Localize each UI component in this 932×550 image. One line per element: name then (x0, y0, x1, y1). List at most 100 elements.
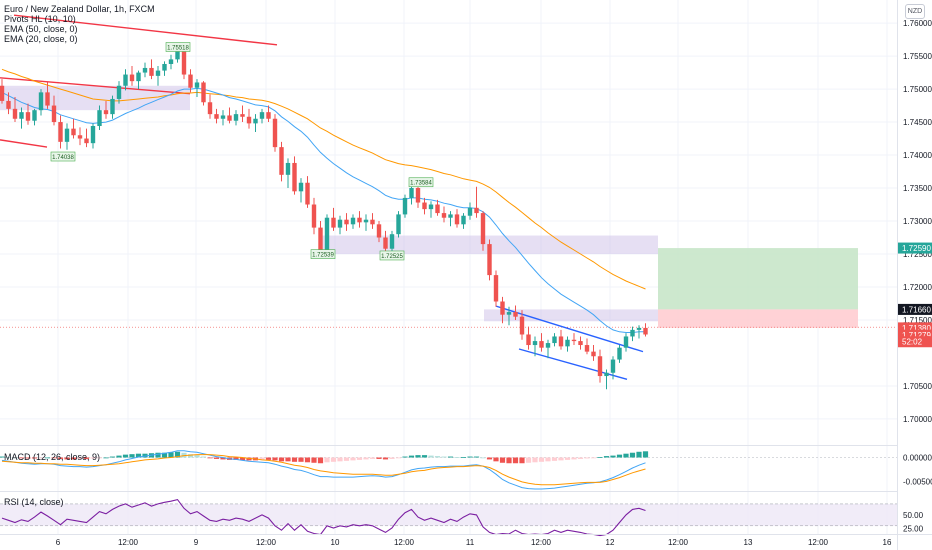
macd-histogram-bar (330, 457, 337, 462)
macd-pane (0, 450, 897, 490)
macd-histogram-bar (278, 457, 285, 462)
candle-body (480, 213, 486, 245)
macd-histogram-bar (239, 457, 246, 461)
candle-body (311, 204, 317, 228)
indicator-ema20[interactable]: EMA (20, close, 0) (4, 34, 78, 44)
candle-body (305, 182, 310, 205)
price-badge-label: 1.71380 (902, 324, 931, 333)
macd-histogram-bar (18, 457, 25, 459)
y-tick-label: 1.76000 (903, 19, 932, 28)
candle-body (591, 351, 596, 357)
price-badge-label: 1.72590 (902, 244, 931, 253)
candle-body (441, 213, 447, 218)
pivot-label-box (310, 249, 336, 259)
candle-body (149, 67, 154, 76)
macd-histogram-bar (343, 457, 350, 461)
candle-body (389, 234, 395, 249)
candle-body (448, 214, 453, 218)
y-tick-label: 1.74000 (903, 151, 932, 160)
candle-body (51, 105, 57, 123)
y-tick-label: 1.72500 (903, 250, 932, 259)
rsi-legend[interactable]: RSI (14, close) (4, 497, 64, 507)
ema20-line (1, 87, 646, 333)
macd-histogram-bar (616, 454, 623, 458)
macd-histogram-bar (493, 457, 499, 462)
candle-body (272, 118, 278, 148)
macd-histogram-bar (0, 456, 5, 458)
x-tick-label: 13 (744, 538, 753, 547)
rsi-band (0, 503, 897, 526)
macd-histogram-bar (207, 457, 213, 459)
macd-histogram-bar (525, 457, 532, 463)
macd-histogram-bar (629, 452, 636, 458)
pivot-label: 1.72539 (312, 253, 334, 259)
candle-body (240, 114, 245, 117)
macd-histogram-bar (467, 456, 473, 458)
macd-histogram-bar (317, 457, 324, 464)
macd-histogram-bar (395, 457, 402, 459)
chart-legend: Euro / New Zealand Dollar, 1h, FXCM Pivo… (4, 4, 155, 44)
price-badge-label: 1.71660 (902, 305, 931, 314)
trendline-upper (13, 14, 278, 46)
macd-legend[interactable]: MACD (12, 26, close, 9) (4, 452, 101, 462)
candle-body (123, 74, 128, 86)
chart-title[interactable]: Euro / New Zealand Dollar, 1h, FXCM (4, 4, 155, 14)
price-badge (898, 242, 932, 254)
x-tick-label: 12:00 (118, 538, 139, 547)
y-tick-label: 1.74500 (903, 118, 932, 127)
candle-body (38, 92, 44, 111)
macd-histogram-bar (64, 457, 70, 460)
candle-body (435, 204, 440, 214)
macd-histogram-bar (389, 457, 395, 459)
macd-histogram-bar (363, 457, 369, 460)
pivot-label-box (165, 42, 191, 52)
macd-histogram-bar (460, 457, 467, 458)
macd-histogram-bar (265, 457, 272, 460)
candle-body (0, 85, 5, 101)
candle-body (565, 339, 570, 347)
candle-body (155, 70, 161, 76)
candle-body (558, 336, 564, 347)
candle-body (12, 108, 18, 119)
pivot-label: 1.74038 (52, 155, 74, 161)
macd-tick-label: -0.00500 (903, 477, 932, 486)
macd-histogram-bar (545, 457, 551, 462)
candle-body (162, 63, 167, 71)
indicator-ema50[interactable]: EMA (50, close, 0) (4, 24, 78, 34)
candle-body (227, 115, 232, 121)
candle-body (344, 219, 349, 225)
candle-body (571, 339, 577, 342)
candle-body (188, 74, 193, 88)
candle-body (207, 102, 213, 115)
candle-body (116, 85, 122, 99)
macd-histogram-bar (155, 452, 161, 458)
price-badge-label: 52:02 (902, 338, 923, 347)
currency-button[interactable]: NZD (905, 4, 925, 19)
candle-body (58, 122, 63, 142)
x-tick-label: 12:00 (531, 538, 552, 547)
macd-histogram-bar (31, 457, 38, 459)
macd-histogram-bar (571, 457, 577, 460)
macd-histogram-bar (532, 457, 538, 463)
pivot-label: 1.72525 (381, 254, 403, 260)
macd-histogram-bar (447, 456, 454, 458)
macd-histogram-bar (90, 457, 96, 459)
y-tick-label: 1.70000 (903, 415, 932, 424)
macd-histogram-bar (298, 457, 304, 462)
indicator-pivots[interactable]: Pivots HL (10, 10) (4, 14, 76, 24)
candle-body (90, 126, 96, 144)
candle-body (532, 341, 538, 346)
macd-histogram-bar (512, 457, 519, 464)
candle-body (142, 67, 148, 73)
y-tick-label: 1.75500 (903, 52, 932, 61)
candle-body (266, 112, 271, 119)
candle-body (643, 327, 648, 335)
macd-histogram-bar (129, 454, 135, 458)
macd-histogram-bar (259, 457, 265, 460)
candle-body (279, 147, 284, 175)
macd-histogram-bar (441, 456, 447, 458)
pivot-label: 1.75518 (167, 46, 189, 52)
candle-body (617, 347, 622, 360)
